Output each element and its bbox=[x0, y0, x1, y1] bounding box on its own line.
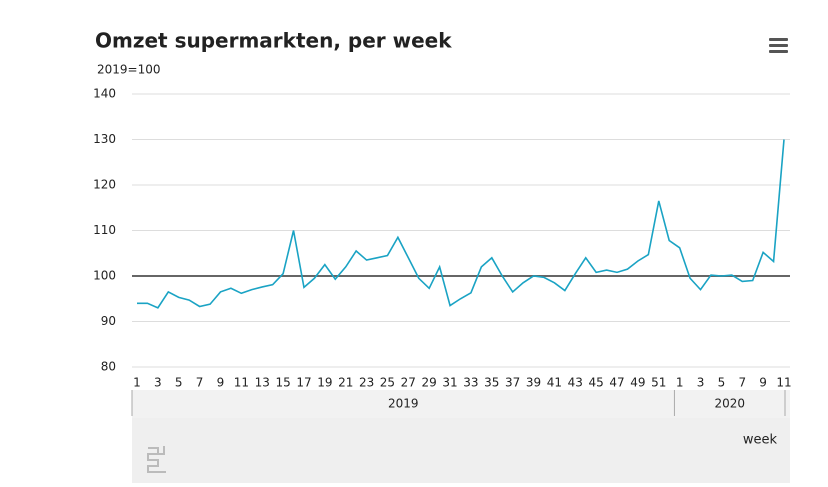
x-tick-label: 23 bbox=[359, 376, 374, 390]
data-line bbox=[137, 139, 785, 309]
footer-panel bbox=[132, 418, 790, 483]
x-tick-label: 9 bbox=[759, 376, 767, 390]
x-tick-label: 3 bbox=[154, 376, 162, 390]
logo bbox=[147, 446, 166, 473]
x-tick-label: 51 bbox=[651, 376, 666, 390]
x-tick-label: 15 bbox=[275, 376, 290, 390]
x-tick-label: 19 bbox=[317, 376, 332, 390]
x-tick-label: 7 bbox=[196, 376, 204, 390]
x-tick-label: 47 bbox=[609, 376, 624, 390]
menu-button[interactable] bbox=[769, 38, 788, 53]
group-label: 2020 bbox=[714, 397, 745, 411]
y-tick-label: 110 bbox=[93, 223, 116, 237]
x-tick-label: 5 bbox=[175, 376, 183, 390]
chart-subtitle: 2019=100 bbox=[97, 63, 161, 77]
x-tick-label: 45 bbox=[589, 376, 604, 390]
group-label: 2019 bbox=[388, 397, 419, 411]
x-tick-label: 1 bbox=[676, 376, 684, 390]
x-tick-label: 49 bbox=[630, 376, 645, 390]
x-tick-label: 17 bbox=[296, 376, 311, 390]
chart-title: Omzet supermarkten, per week bbox=[95, 29, 452, 53]
x-tick-label: 37 bbox=[505, 376, 520, 390]
group-band bbox=[132, 390, 790, 418]
y-tick-label: 100 bbox=[93, 269, 116, 283]
y-tick-label: 120 bbox=[93, 178, 116, 192]
x-tick-label: 9 bbox=[217, 376, 225, 390]
y-tick-label: 80 bbox=[101, 360, 116, 374]
y-tick-label: 130 bbox=[93, 132, 116, 146]
x-axis-title: week bbox=[743, 433, 778, 448]
x-tick-label: 11 bbox=[234, 376, 249, 390]
x-tick-label: 25 bbox=[380, 376, 395, 390]
x-tick-label: 3 bbox=[697, 376, 705, 390]
x-tick-label: 39 bbox=[526, 376, 541, 390]
x-tick-label: 41 bbox=[547, 376, 562, 390]
x-tick-label: 21 bbox=[338, 376, 353, 390]
x-tick-label: 13 bbox=[255, 376, 270, 390]
x-tick-label: 33 bbox=[463, 376, 478, 390]
x-tick-label: 43 bbox=[568, 376, 583, 390]
x-tick-label: 35 bbox=[484, 376, 499, 390]
x-tick-label: 27 bbox=[401, 376, 416, 390]
x-tick-label: 5 bbox=[718, 376, 726, 390]
x-tick-label: 1 bbox=[133, 376, 141, 390]
x-tick-label: 31 bbox=[442, 376, 457, 390]
y-tick-label: 140 bbox=[93, 87, 116, 101]
y-tick-label: 90 bbox=[101, 314, 116, 328]
x-tick-label: 11 bbox=[776, 376, 791, 390]
x-tick-label: 7 bbox=[738, 376, 746, 390]
x-tick-label: 29 bbox=[422, 376, 437, 390]
